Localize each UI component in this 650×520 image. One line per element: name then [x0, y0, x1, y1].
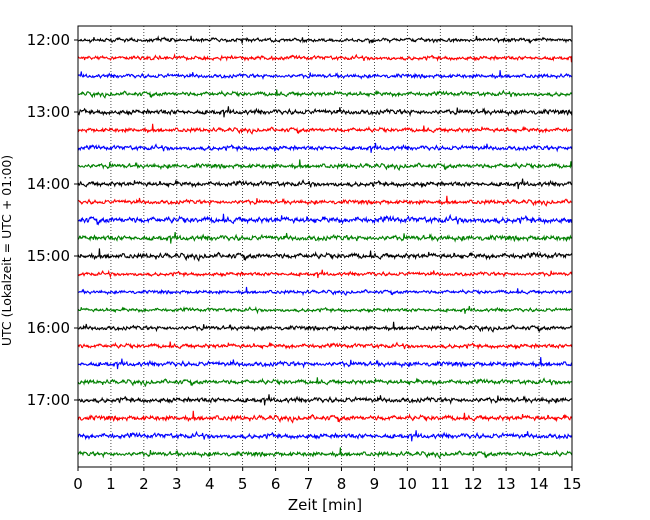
trace-line — [77, 269, 573, 279]
y-tick-label: 17:00 — [27, 391, 70, 409]
x-axis: 0 1 2 3 4 5 6 7 8 9 10 11 12 13 14 15 — [73, 467, 582, 493]
trace-line — [77, 195, 573, 207]
y-tick-label: 16:00 — [27, 319, 70, 337]
y-tick-label: 13:00 — [27, 103, 70, 121]
trace-line — [77, 394, 573, 406]
x-tick-label: 9 — [370, 475, 380, 493]
plot-frame — [77, 25, 573, 468]
y-axis-label: UTC (Lokalzeit = UTC + 01:00) — [0, 155, 14, 346]
trace-line — [77, 321, 573, 333]
x-tick-label: 11 — [431, 475, 450, 493]
trace-line — [77, 178, 573, 190]
trace-line — [77, 410, 573, 424]
x-tick-label: 8 — [337, 475, 347, 493]
x-tick-label: 5 — [238, 475, 248, 493]
trace-line — [77, 231, 573, 244]
trace-line — [77, 70, 573, 81]
trace-line — [77, 159, 573, 172]
x-tick-label: 1 — [106, 475, 116, 493]
trace-group — [77, 35, 573, 460]
x-tick-label: 10 — [398, 475, 417, 493]
y-tick-label: 12:00 — [27, 31, 70, 49]
trace-line — [77, 53, 573, 63]
trace-line — [77, 89, 573, 99]
x-tick-label: 12 — [464, 475, 483, 493]
x-tick-label: 3 — [172, 475, 182, 493]
trace-line — [77, 213, 573, 226]
y-axis: 12:00 13:00 14:00 15:00 16:00 17:00 — [27, 31, 78, 409]
trace-line — [77, 341, 573, 351]
trace-line — [77, 248, 573, 262]
trace-line — [77, 286, 573, 297]
trace-line — [77, 305, 573, 315]
y-tick-label: 14:00 — [27, 175, 70, 193]
x-tick-label: 4 — [205, 475, 215, 493]
y-tick-label: 15:00 — [27, 247, 70, 265]
x-axis-label: Zeit [min] — [288, 496, 362, 514]
trace-line — [77, 35, 573, 44]
trace-line — [77, 142, 573, 153]
x-tick-label: 15 — [562, 475, 581, 493]
x-tick-label: 6 — [271, 475, 281, 493]
x-tick-label: 0 — [73, 475, 83, 493]
x-tick-label: 2 — [139, 475, 149, 493]
x-tick-label: 7 — [304, 475, 314, 493]
trace-line — [77, 430, 573, 442]
trace-line — [77, 123, 573, 135]
trace-line — [77, 447, 573, 460]
trace-line — [77, 377, 573, 388]
trace-line — [77, 106, 573, 118]
x-tick-label: 13 — [497, 475, 516, 493]
trace-line — [77, 357, 573, 370]
x-tick-label: 14 — [530, 475, 549, 493]
